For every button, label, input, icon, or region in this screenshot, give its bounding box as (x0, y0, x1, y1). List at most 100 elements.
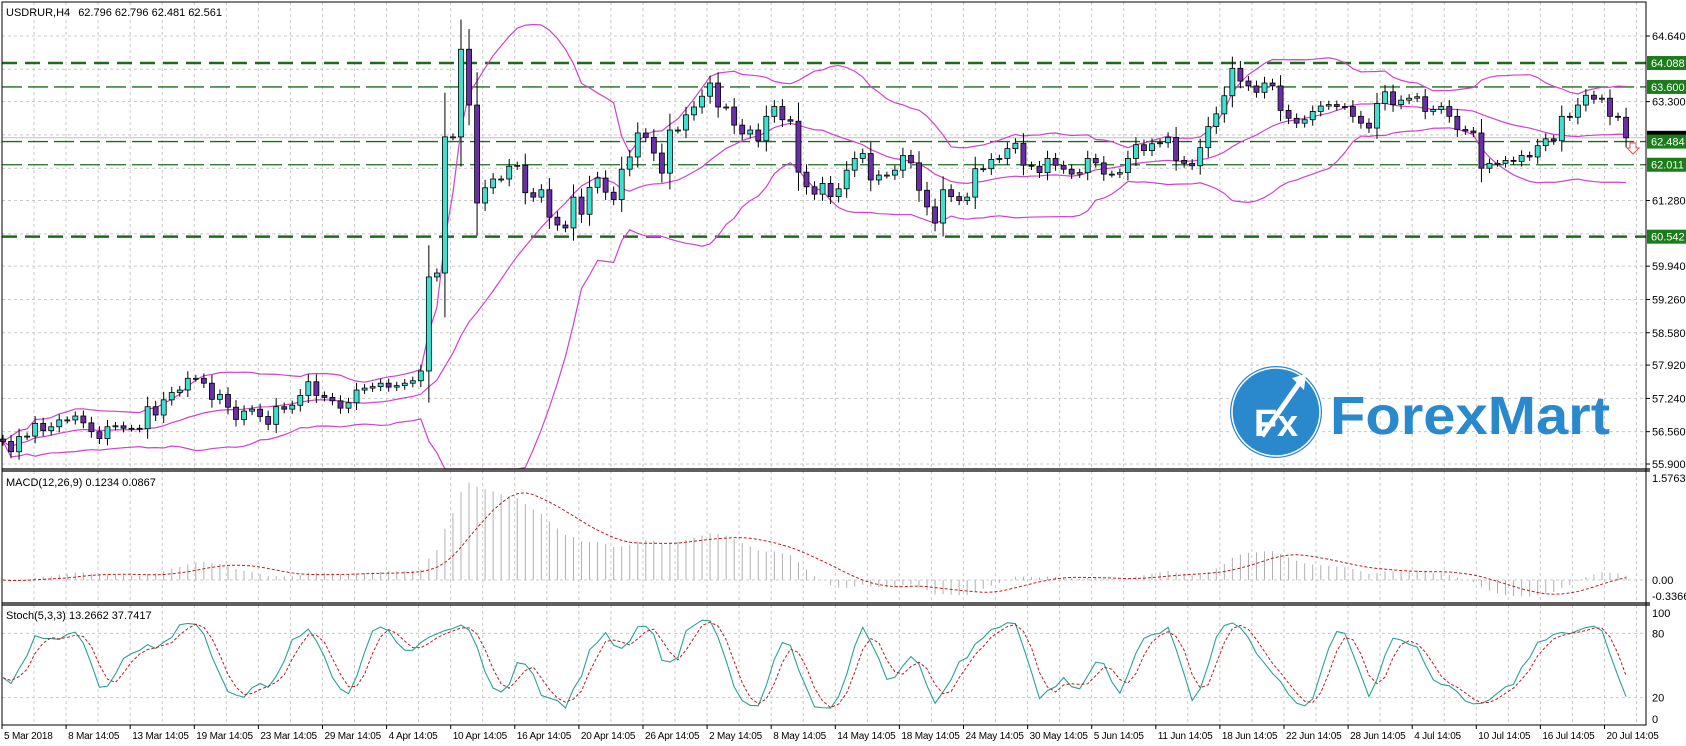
bull-candle (626, 149, 633, 177)
bull-candle (594, 171, 601, 194)
macd-label: MACD(12,26,9) 0.1234 0.0867 (6, 477, 156, 489)
macd-tick-label: -0.3366 (1652, 591, 1686, 603)
candle-body (1060, 164, 1067, 170)
candle-body (522, 164, 529, 194)
time-tick-label: 19 Mar 14:05 (196, 731, 253, 742)
bull-candle (1133, 137, 1139, 166)
candle-body (908, 155, 914, 164)
bear-candle (1100, 156, 1107, 181)
time-tick-label: 10 Apr 14:05 (453, 731, 508, 742)
candle-body (1092, 158, 1099, 164)
bull-candle (980, 165, 987, 173)
price-tick-label: 57.240 (1652, 393, 1686, 405)
bear-candle (610, 186, 617, 206)
candle-body (916, 162, 922, 191)
bull-candle (747, 125, 754, 139)
candle-body (1382, 91, 1388, 104)
bull-candle (1301, 115, 1308, 128)
candle-body (1133, 144, 1139, 159)
candle-body (715, 82, 722, 108)
stoch-d-line (2, 621, 1627, 709)
candle-body (1149, 143, 1155, 151)
time-tick-label: 22 Jun 14:05 (1286, 731, 1342, 742)
candle-body (996, 158, 1003, 160)
candle-body (1165, 136, 1171, 144)
candle-body (554, 216, 561, 226)
bear-candle (1510, 156, 1517, 166)
candle-body (1157, 142, 1163, 145)
bull-candle (851, 151, 858, 178)
bull-candle (1229, 56, 1236, 108)
candle-body (1229, 67, 1236, 97)
candle-body (433, 272, 440, 278)
bull-candle (345, 397, 352, 414)
level-label-bg (1647, 134, 1686, 149)
candle-body (1044, 158, 1051, 174)
time-tick-label: 4 Apr 14:05 (389, 731, 439, 742)
candle-body (570, 196, 577, 229)
bull-candle (1325, 100, 1332, 110)
candle-body (1438, 106, 1445, 110)
bull-candle (297, 389, 304, 412)
candle-body (1020, 142, 1027, 166)
candle-body (948, 189, 955, 198)
bull-candle (128, 424, 135, 432)
price-axis: 64.640 63.300 61.280 59.940 59.260 58.580 57.9… (1625, 31, 1686, 726)
candle-body (667, 129, 673, 174)
bull-candle (176, 385, 183, 397)
candle-body (1526, 155, 1533, 158)
candle-body (1068, 168, 1075, 175)
bull-candle (1197, 138, 1204, 175)
bull-candle (1494, 159, 1501, 167)
horizontal-levels[interactable] (2, 61, 1646, 238)
price-tick-label: 63.300 (1652, 97, 1686, 109)
bear-candle (1060, 160, 1067, 174)
candle-body (289, 404, 296, 410)
bull-candle (490, 172, 497, 194)
bear-candle (1462, 125, 1469, 135)
candle-body (152, 406, 159, 416)
bull-candle (691, 101, 697, 121)
stochastic-panel (2, 619, 1627, 709)
candle-body (900, 155, 906, 171)
chart-header: USDRUR,H4 62.796 62.796 62.481 62.561 (6, 7, 222, 19)
candle-body (1366, 122, 1372, 129)
sell-arrow-icon (1625, 142, 1641, 155)
candle-body (369, 386, 376, 389)
candle-body (1349, 106, 1356, 117)
bear-candle (225, 387, 231, 415)
bull-candle (1317, 100, 1324, 117)
candle-body (1301, 119, 1308, 124)
bear-candle (1285, 104, 1292, 125)
candle-body (40, 422, 47, 432)
bear-candle (530, 187, 537, 202)
bull-candle (442, 92, 448, 318)
candle-body (1309, 111, 1316, 121)
bull-candle (1044, 150, 1051, 181)
stoch-tick-label: 20 (1652, 693, 1664, 705)
bull-candle (1165, 132, 1171, 148)
candle-body (281, 406, 288, 410)
candle-body (1623, 116, 1629, 139)
candle-body (233, 406, 239, 420)
candle-body (964, 196, 971, 201)
bear-candle (867, 142, 874, 192)
candle-body (787, 119, 794, 122)
bear-candle (1293, 113, 1300, 129)
time-tick-label: 11 Jun 14:05 (1158, 731, 1213, 742)
candle-body (1261, 82, 1268, 93)
macd-tick-label: 1.5763 (1652, 473, 1686, 485)
chart-frame (1, 1, 1650, 726)
bull-candle (1582, 88, 1589, 112)
price-tick-label: 56.560 (1652, 427, 1686, 439)
candle-body (1341, 106, 1348, 108)
candle-body (184, 377, 191, 391)
bear-candle (1591, 90, 1597, 104)
candles (0, 19, 1629, 460)
level-label: 64.088 (1651, 58, 1685, 70)
bear-candle (948, 184, 955, 203)
candle-body (506, 165, 513, 180)
candle-body (924, 189, 930, 208)
bear-candle (96, 426, 103, 445)
bull-candle (1221, 86, 1228, 123)
